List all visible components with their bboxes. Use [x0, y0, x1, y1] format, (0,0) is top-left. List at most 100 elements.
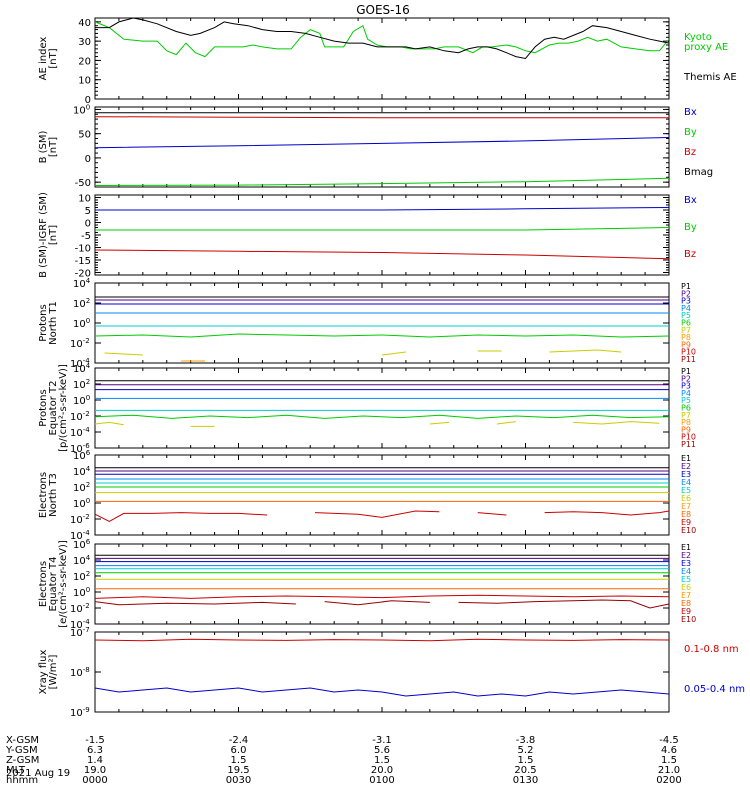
legend-entry: P7: [681, 326, 691, 335]
chart-title: GOES-16: [356, 3, 410, 17]
legend-entry: E10: [681, 526, 696, 535]
series-e10: [458, 599, 670, 609]
y-tick-label: -15: [75, 256, 91, 267]
legend-entry: 0.1-0.8 nm: [684, 644, 739, 655]
legend-entry: P10: [681, 348, 696, 357]
series-bx: [95, 207, 670, 211]
series-e9: [94, 594, 670, 599]
footer-value: 1.5: [374, 755, 390, 766]
legend-entry: P4: [681, 389, 691, 398]
footer-value: 0000: [82, 775, 107, 786]
footer-row-label: X-GSM: [6, 735, 39, 746]
y-axis-label: North T3: [48, 473, 59, 517]
legend-entry: E1: [681, 543, 691, 552]
series-bz: [94, 116, 669, 119]
y-tick-label: 10-2: [70, 410, 90, 423]
y-tick-label: 106: [73, 538, 91, 551]
y-axis-label: Equator T4: [48, 557, 59, 612]
y-tick-label: 104: [73, 465, 91, 478]
legend-entry: Bz: [684, 147, 696, 158]
y-tick-label: 50: [78, 130, 91, 141]
footer-value: 0130: [513, 775, 538, 786]
ephemeris-footer: X-GSM -1.5 -2.4 -3.1 -3.8 -4.5 Y-GSM 6.3 6.0 5.6 5…: [5, 735, 682, 786]
legend-entry: E8: [681, 510, 691, 519]
y-tick-label: 104: [73, 554, 91, 567]
legend-entry: E9: [681, 607, 691, 616]
legend-entry: P1: [681, 367, 691, 376]
legend-entry: E7: [681, 591, 691, 600]
legend-entry: P4: [681, 304, 691, 313]
legend-entry: E6: [681, 494, 691, 503]
y-axis-label: AE index: [38, 37, 49, 81]
legend-entry: E6: [681, 583, 691, 592]
y-axis-label: [p/(cm²-s-sr-keV)]: [58, 364, 69, 452]
panel-frame: [94, 367, 670, 449]
y-tick-label: 100: [73, 497, 90, 510]
panel-pn: 10-4 10-2 100 102 104 Protons North T1 P1P2P3P4…: [38, 277, 696, 370]
legend-entry: E7: [681, 502, 691, 511]
panel-bsm: -50 0 50 100 B (SM) [nT] Bx By Bz Bmag: [38, 103, 713, 189]
series-bz: [94, 249, 670, 260]
legend-entry: P7: [681, 411, 691, 420]
footer-value: 6.0: [231, 745, 247, 756]
y-tick-label: 10: [78, 76, 91, 87]
series-p6: [94, 333, 670, 338]
footer-value: -3.8: [516, 735, 536, 746]
y-tick-label: 100: [73, 394, 90, 407]
legend-entry: P9: [681, 425, 691, 434]
footer-value: 19.5: [227, 765, 249, 776]
footer-value: 0100: [369, 775, 394, 786]
series-by: [94, 177, 670, 186]
series-kyoto-proxy-ae: [94, 21, 670, 58]
legend-entry: P11: [681, 355, 696, 364]
series-e10: [324, 600, 430, 606]
footer-value: 1.5: [231, 755, 247, 766]
footer-value: 20.5: [514, 765, 536, 776]
y-axis-label: Protons: [38, 389, 49, 426]
footer-value: 0030: [226, 775, 251, 786]
series-p7: [429, 421, 450, 425]
series-p7: [573, 421, 660, 425]
panel-frame: [94, 631, 670, 713]
y-tick-label: -20: [75, 269, 91, 280]
y-axis-label: [e/(cm²-s-sr-keV)]: [58, 540, 69, 628]
series-0-1-0-8-nm: [94, 638, 670, 642]
series-p6: [94, 414, 670, 419]
legend-entry: Bx: [684, 195, 697, 206]
legend-entry: E9: [681, 518, 691, 527]
legend-entry: By: [684, 222, 697, 233]
footer-row-label: hhmm: [6, 775, 38, 786]
series-p7: [104, 352, 143, 356]
y-tick-label: 104: [73, 362, 91, 375]
panel-frame: [94, 454, 670, 536]
footer-value: -3.1: [372, 735, 392, 746]
y-tick-label: -10: [75, 244, 91, 255]
legend-entry: E2: [681, 462, 691, 471]
y-tick-label: 10-2: [70, 602, 90, 615]
legend-entry: P3: [681, 297, 691, 306]
y-axis-label: Equator T2: [48, 381, 59, 436]
y-tick-label: 40: [78, 18, 91, 29]
series-e9: [477, 512, 507, 516]
footer-value: 20.0: [371, 765, 393, 776]
footer-value: -4.5: [659, 735, 679, 746]
y-tick-label: 0: [85, 95, 91, 106]
y-tick-label: 10-4: [70, 426, 90, 439]
legend-entry: By: [684, 127, 697, 138]
legend-entry: P5: [681, 396, 691, 405]
footer-row-label: Z-GSM: [6, 755, 39, 766]
legend-entry: E5: [681, 486, 691, 495]
legend-entry: E8: [681, 599, 691, 608]
footer-value: -2.4: [229, 735, 249, 746]
footer-row-label: MLT: [6, 765, 26, 776]
y-tick-label: 10-8: [70, 666, 90, 679]
legend-entry: P9: [681, 340, 691, 349]
series-by: [95, 227, 670, 231]
series-e10: [94, 601, 296, 606]
footer-row-label: Y-GSM: [5, 745, 38, 756]
y-tick-label: -5: [81, 231, 91, 242]
panel-frame: [94, 17, 670, 100]
